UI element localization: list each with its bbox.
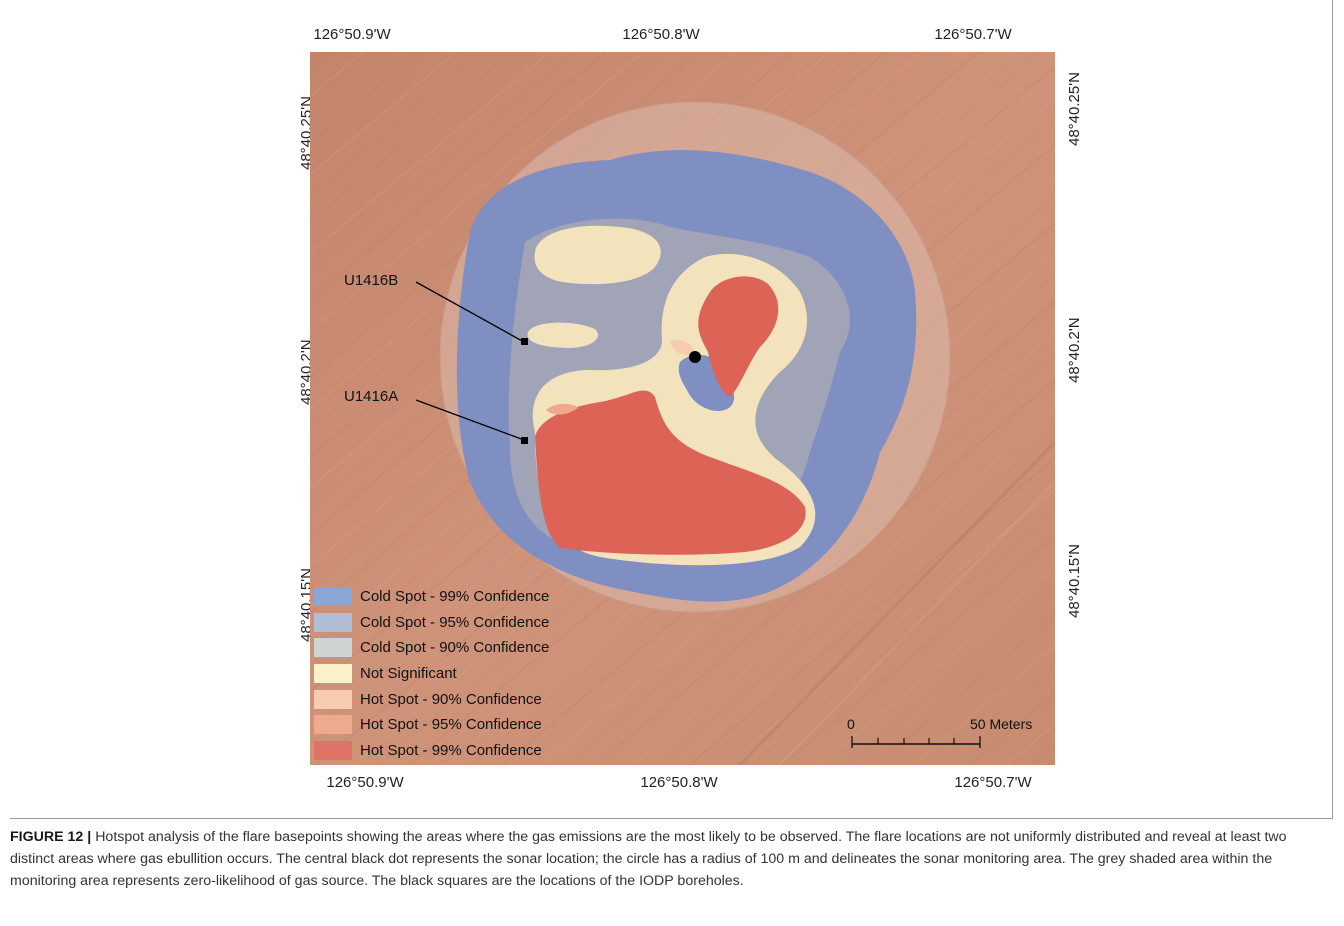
right-tick-label: 48°40.15'N — [1066, 544, 1083, 618]
top-tick-label: 126°50.9'W — [313, 26, 391, 43]
legend-item: Not Significant — [314, 661, 549, 687]
hotspot-map: U1416B U1416A 0 50 Meters — [310, 52, 1055, 765]
legend-label: Cold Spot - 90% Confidence — [360, 639, 550, 657]
legend-item: Cold Spot - 90% Confidence — [314, 635, 549, 661]
right-tick-label: 48°40.25'N — [1066, 72, 1083, 146]
hot-spot-99-region — [535, 390, 806, 555]
legend: Cold Spot - 99% Confidence Cold Spot - 9… — [314, 584, 549, 763]
top-tick-label: 126°50.8'W — [622, 26, 700, 43]
legend-swatch — [314, 715, 352, 735]
right-tick-label: 48°40.2'N — [1066, 317, 1083, 383]
legend-item: Hot Spot - 99% Confidence — [314, 738, 549, 764]
hot-spot-90-region — [670, 340, 695, 356]
caption-text: Hotspot analysis of the flare basepoints… — [10, 829, 1287, 889]
borehole-b-marker — [521, 338, 528, 345]
legend-label: Hot Spot - 90% Confidence — [360, 690, 542, 708]
scalebar-end-label: 50 Meters — [970, 716, 1033, 732]
hot-spot-99-region — [698, 276, 779, 397]
legend-label: Hot Spot - 95% Confidence — [360, 716, 542, 734]
legend-label: Cold Spot - 95% Confidence — [360, 613, 550, 631]
bottom-tick-label: 126°50.8'W — [640, 774, 718, 791]
borehole-b-label: U1416B — [344, 272, 399, 289]
legend-item: Hot Spot - 90% Confidence — [314, 686, 549, 712]
legend-label: Not Significant — [360, 665, 457, 683]
legend-swatch — [314, 638, 352, 658]
figure-number: FIGURE 12 | — [10, 829, 92, 845]
legend-label: Hot Spot - 99% Confidence — [360, 741, 542, 759]
not-significant-region — [527, 322, 599, 348]
hot-spot-95-region — [546, 403, 578, 415]
legend-swatch — [314, 740, 352, 760]
borehole-a-label: U1416A — [344, 388, 399, 405]
map-graphic — [310, 52, 1055, 765]
seafloor-ridge — [738, 440, 1055, 765]
top-tick-label: 126°50.7'W — [934, 26, 1012, 43]
legend-swatch — [314, 612, 352, 632]
legend-item: Cold Spot - 99% Confidence — [314, 584, 549, 610]
legend-label: Cold Spot - 99% Confidence — [360, 588, 550, 606]
borehole-a-marker — [521, 437, 528, 444]
legend-swatch — [314, 587, 352, 607]
figure-caption: FIGURE 12 | Hotspot analysis of the flar… — [10, 826, 1300, 892]
bottom-tick-label: 126°50.9'W — [326, 774, 404, 791]
seafloor-ridge — [779, 481, 1055, 765]
bottom-tick-label: 126°50.7'W — [954, 774, 1032, 791]
borehole-b-leader-line — [415, 281, 525, 343]
legend-item: Hot Spot - 95% Confidence — [314, 712, 549, 738]
legend-item: Cold Spot - 95% Confidence — [314, 610, 549, 636]
not-significant-region — [534, 225, 661, 285]
scalebar-start-label: 0 — [847, 716, 855, 732]
sonar-location-dot — [689, 351, 701, 363]
borehole-a-leader-line — [415, 399, 525, 441]
figure-frame — [10, 0, 1333, 819]
legend-swatch — [314, 664, 352, 684]
legend-swatch — [314, 689, 352, 709]
